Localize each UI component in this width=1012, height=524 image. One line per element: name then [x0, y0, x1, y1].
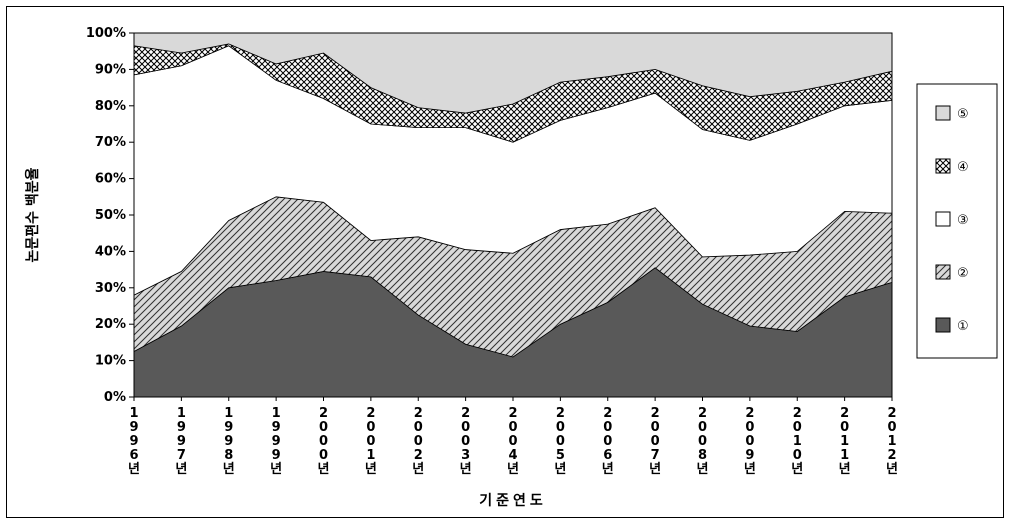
- y-axis-title: 논문편수 백분율: [24, 167, 41, 262]
- y-tick-label: 60%: [95, 172, 126, 187]
- y-tick-label: 30%: [95, 281, 126, 296]
- stacked-area-chart: 0%10%20%30%40%50%60%70%80%90%100% 1 9 9 6 년1…: [24, 26, 998, 509]
- y-tick-label: 20%: [95, 317, 126, 332]
- area-layers: [133, 32, 893, 398]
- y-tick-label: 10%: [95, 354, 126, 369]
- y-tick-label: 0%: [104, 390, 126, 405]
- x-axis: 1 9 9 6 년 1 9 9 7 년 1 9 9 8 년 1 9 9 9 년 2 0 0 0 년 2 0 0 1 년 2 0 0 2 년 2 0 0 3 년…: [128, 397, 898, 477]
- legend-label: ③: [957, 213, 969, 228]
- legend-label: ①: [957, 319, 969, 334]
- y-tick-label: 70%: [95, 135, 126, 150]
- legend-label: ⑤: [957, 107, 969, 122]
- legend: ⑤ ④ ③ ② ①: [916, 83, 998, 359]
- x-axis-title: 기준연도: [479, 493, 547, 509]
- legend-label: ②: [957, 266, 969, 281]
- legend-box: [916, 83, 998, 359]
- legend-swatch: [935, 105, 951, 121]
- legend-swatch: [935, 211, 951, 227]
- y-tick-label: 50%: [95, 208, 126, 223]
- y-axis: 0% 10% 20% 30% 40% 50% 60% 70% 80% 90% 100%: [86, 26, 134, 405]
- y-tick-label: 100%: [86, 26, 126, 41]
- y-tick-label: 40%: [95, 244, 126, 259]
- y-tick-label: 90%: [95, 62, 126, 77]
- legend-swatch: [935, 158, 951, 174]
- legend-label: ④: [957, 160, 969, 175]
- legend-swatch: [935, 264, 951, 280]
- legend-swatch: [935, 317, 951, 333]
- y-tick-label: 80%: [95, 99, 126, 114]
